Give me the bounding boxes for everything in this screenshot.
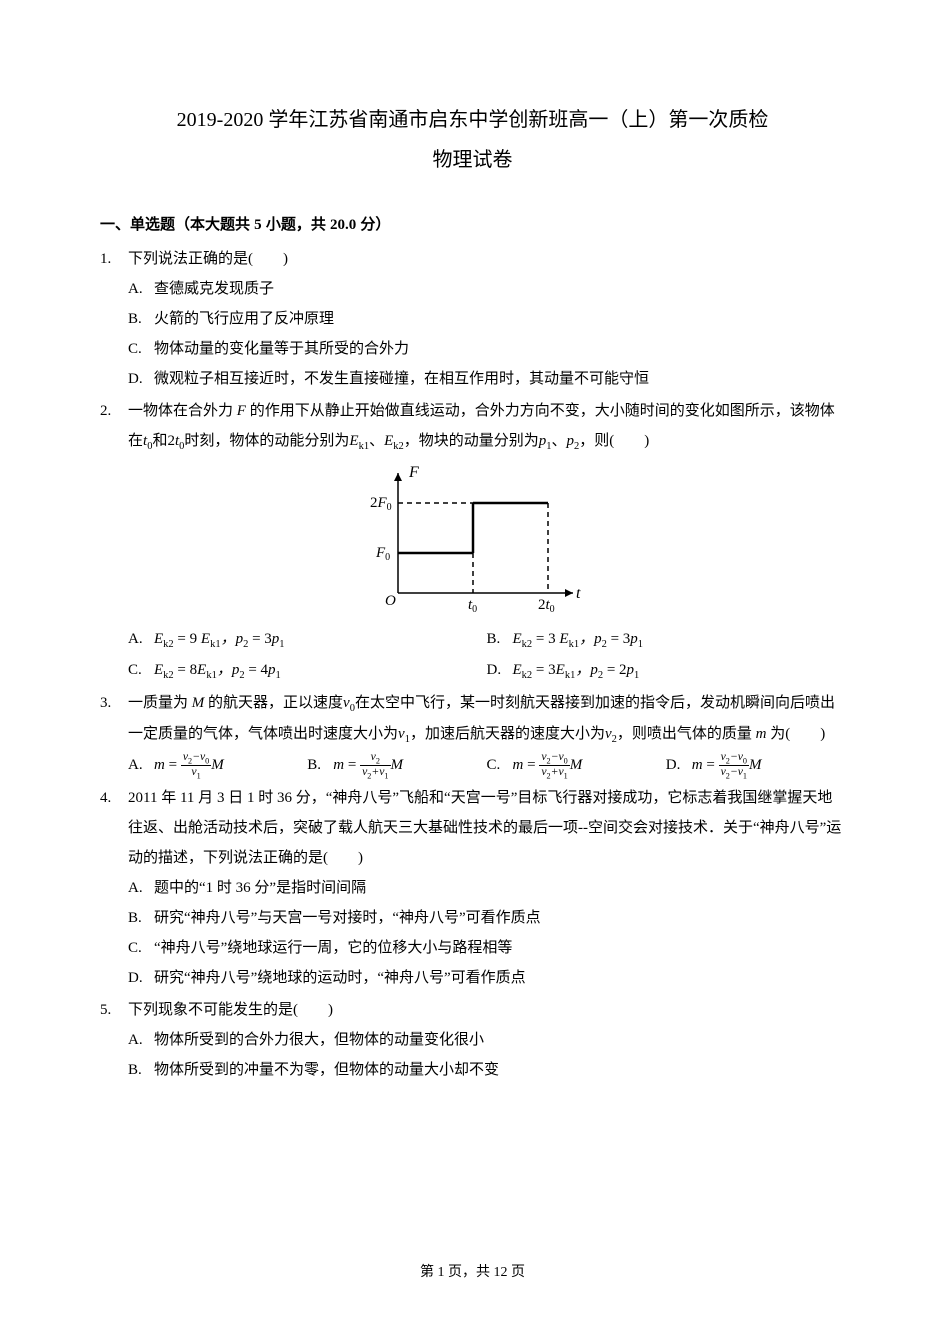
q1-number: 1.: [100, 244, 128, 274]
q2-options-row-2: C.Ek2 = 8Ek1，p2 = 4p1 D.Ek2 = 3Ek1，p2 = …: [100, 655, 845, 686]
q3-options: A.m = v2−v0v1M B.m = v2v2+v1M C.m = v2−v…: [100, 750, 845, 781]
q4-option-B: B.研究“神舟八号”与天宫一号对接时，“神舟八号”可看作质点: [100, 903, 845, 933]
xtick-2t0: 2t0: [538, 597, 555, 613]
question-1: 1. 下列说法正确的是( ): [100, 244, 845, 274]
q3-number: 3.: [100, 688, 128, 718]
title-line-1: 2019-2020 学年江苏省南通市启东中学创新班高一（上）第一次质检: [100, 100, 845, 140]
q4-stem: 2011 年 11 月 3 日 1 时 36 分，“神舟八号”飞船和“天宫一号”…: [128, 783, 845, 873]
section-1-header: 一、单选题（本大题共 5 小题，共 20.0 分）: [100, 210, 845, 240]
y-axis-label: F: [408, 464, 419, 481]
q2-options-row-1: A.Ek2 = 9 Ek1，p2 = 3p1 B.Ek2 = 3 Ek1，p2 …: [100, 624, 845, 655]
q3-stem: 一质量为 M 的航天器，正以速度v0在太空中飞行，某一时刻航天器接到加速的指令后…: [128, 688, 845, 750]
exam-title: 2019-2020 学年江苏省南通市启东中学创新班高一（上）第一次质检 物理试卷: [100, 100, 845, 180]
q2-stem: 一物体在合外力 F 的作用下从静止开始做直线运动，合外力方向不变，大小随时间的变…: [128, 396, 845, 457]
ytick-2f0: 2F0: [370, 495, 392, 513]
xtick-t0: t0: [468, 597, 477, 613]
q1-option-D: D.微观粒子相互接近时，不发生直接碰撞，在相互作用时，其动量不可能守恒: [100, 364, 845, 394]
q2-number: 2.: [100, 396, 128, 426]
q2-option-C: C.Ek2 = 8Ek1，p2 = 4p1: [128, 655, 487, 686]
origin-label: O: [385, 593, 396, 609]
q2-option-B: B.Ek2 = 3 Ek1，p2 = 3p1: [487, 624, 846, 655]
q1-option-B: B.火箭的飞行应用了反冲原理: [100, 304, 845, 334]
title-line-2: 物理试卷: [100, 140, 845, 180]
q3-option-B: B.m = v2v2+v1M: [307, 750, 486, 781]
q3-option-D: D.m = v2−v0v2−v1M: [666, 750, 845, 781]
question-3: 3. 一质量为 M 的航天器，正以速度v0在太空中飞行，某一时刻航天器接到加速的…: [100, 688, 845, 750]
q5-option-A: A.物体所受到的合外力很大，但物体的动量变化很小: [100, 1025, 845, 1055]
q1-stem: 下列说法正确的是( ): [128, 244, 845, 274]
force-time-graph: F t O 2F0 F0 t0 2t0: [358, 463, 588, 613]
q2-figure: F t O 2F0 F0 t0 2t0: [100, 463, 845, 624]
q1-option-C: C.物体动量的变化量等于其所受的合外力: [100, 334, 845, 364]
q2-option-D: D.Ek2 = 3Ek1，p2 = 2p1: [487, 655, 846, 686]
q3-option-C: C.m = v2−v0v2+v1M: [487, 750, 666, 781]
page-footer: 第 1 页，共 12 页: [0, 1259, 945, 1287]
question-5: 5. 下列现象不可能发生的是( ): [100, 995, 845, 1025]
q4-number: 4.: [100, 783, 128, 813]
q5-number: 5.: [100, 995, 128, 1025]
q4-option-A: A.题中的“1 时 36 分”是指时间间隔: [100, 873, 845, 903]
q3-option-A: A.m = v2−v0v1M: [128, 750, 307, 781]
q4-option-D: D.研究“神舟八号”绕地球的运动时，“神舟八号”可看作质点: [100, 963, 845, 993]
q2-option-A: A.Ek2 = 9 Ek1，p2 = 3p1: [128, 624, 487, 655]
q5-stem: 下列现象不可能发生的是( ): [128, 995, 845, 1025]
q4-option-C: C.“神舟八号”绕地球运行一周，它的位移大小与路程相等: [100, 933, 845, 963]
q1-option-A: A.查德威克发现质子: [100, 274, 845, 304]
question-4: 4. 2011 年 11 月 3 日 1 时 36 分，“神舟八号”飞船和“天宫…: [100, 783, 845, 873]
x-axis-label: t: [576, 585, 581, 602]
q5-option-B: B.物体所受到的冲量不为零，但物体的动量大小却不变: [100, 1055, 845, 1085]
question-2: 2. 一物体在合外力 F 的作用下从静止开始做直线运动，合外力方向不变，大小随时…: [100, 396, 845, 457]
ytick-f0: F0: [375, 545, 390, 563]
